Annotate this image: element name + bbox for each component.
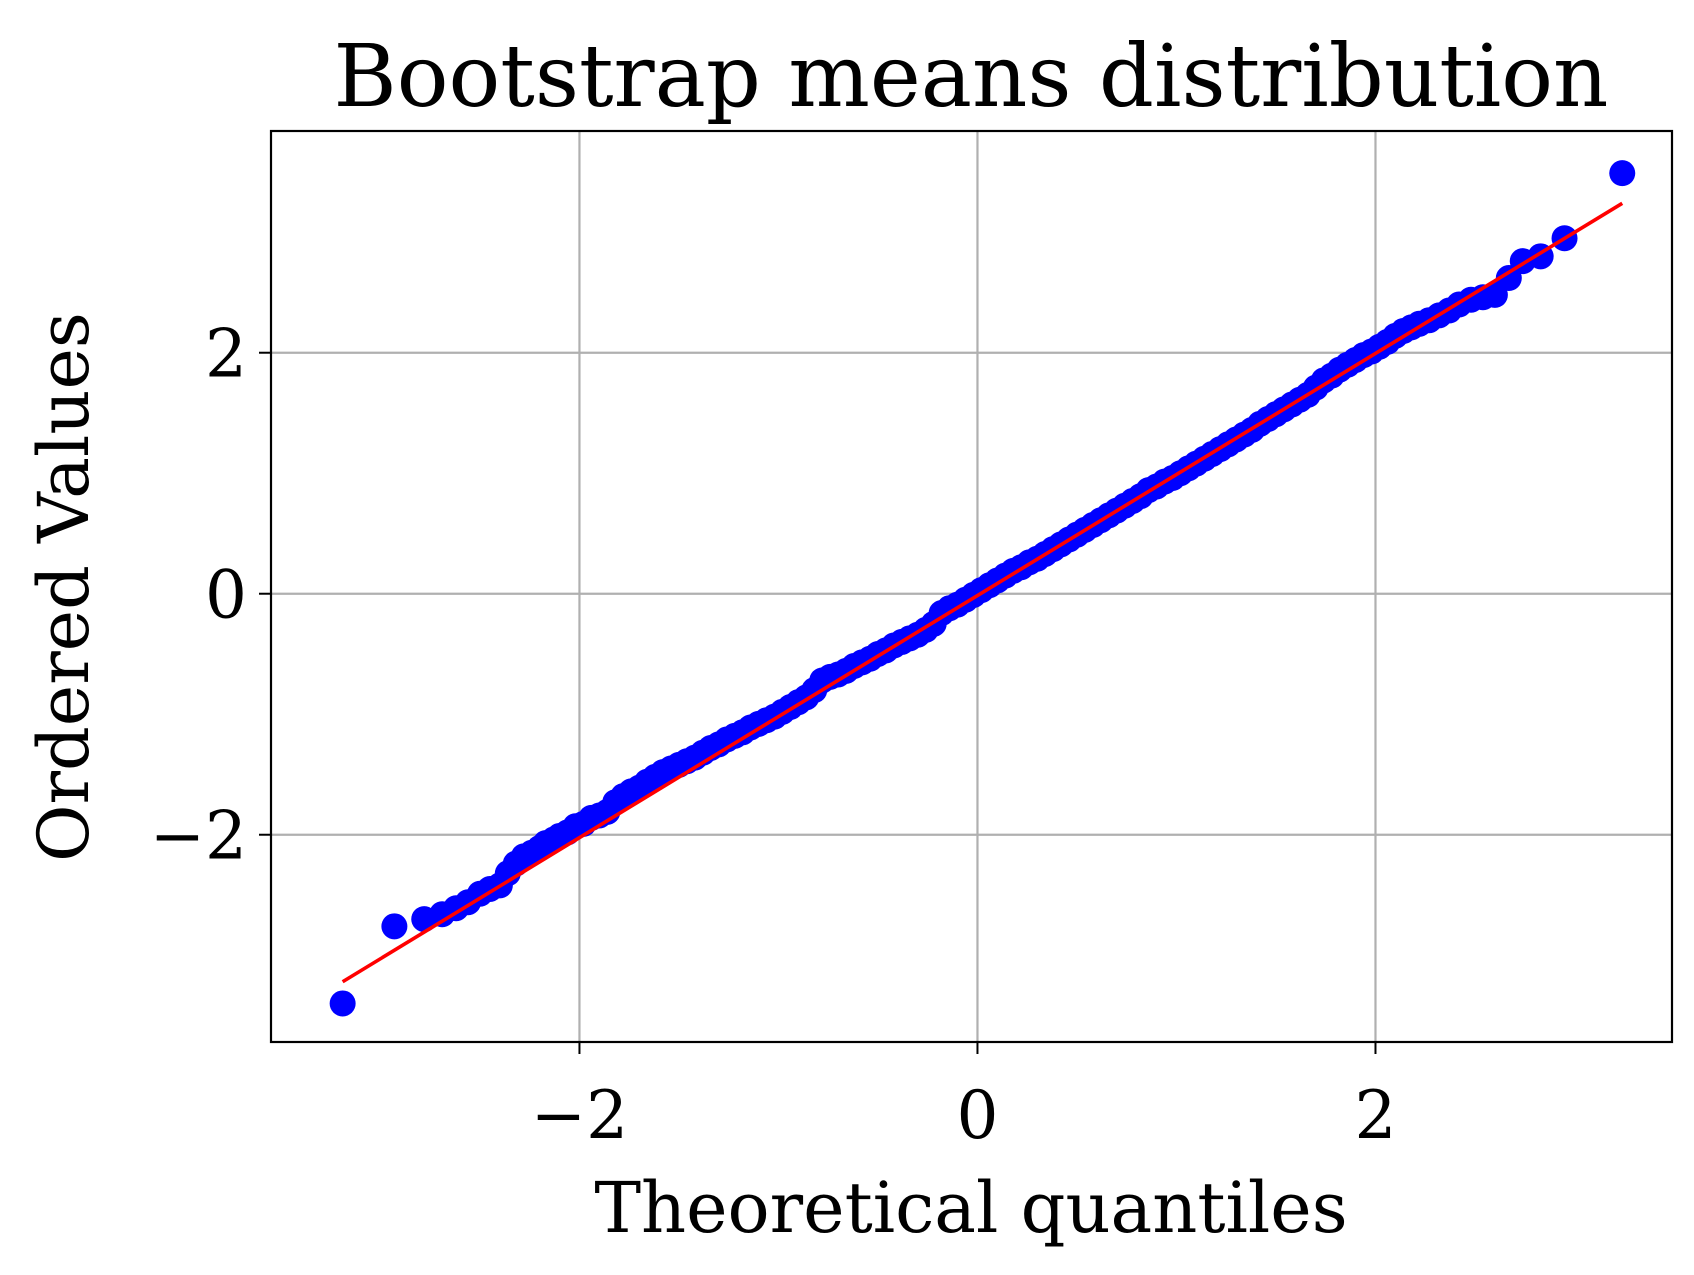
tick-marks	[259, 351, 1377, 1054]
x-tick-label: 2	[1354, 1077, 1396, 1154]
data-point	[381, 913, 408, 940]
y-axis-label: Ordered Values	[23, 312, 105, 862]
plot-points	[329, 160, 1636, 1017]
data-point	[1609, 160, 1636, 187]
fit-line-layer	[341, 201, 1624, 984]
y-tick-label: 2	[205, 316, 247, 393]
x-axis-label: Theoretical quantiles	[594, 1167, 1347, 1249]
x-tick-label: 0	[956, 1077, 998, 1154]
data-point	[329, 990, 356, 1017]
chart-title: Bootstrap means distribution	[334, 27, 1609, 127]
tick-labels: −2 0 2 −2 0 2	[150, 316, 1397, 1154]
y-tick-label: −2	[150, 798, 247, 875]
y-tick-label: 0	[205, 557, 247, 634]
fit-line	[341, 201, 1624, 984]
x-tick-label: −2	[531, 1077, 628, 1154]
plot-frame	[269, 129, 1674, 1044]
